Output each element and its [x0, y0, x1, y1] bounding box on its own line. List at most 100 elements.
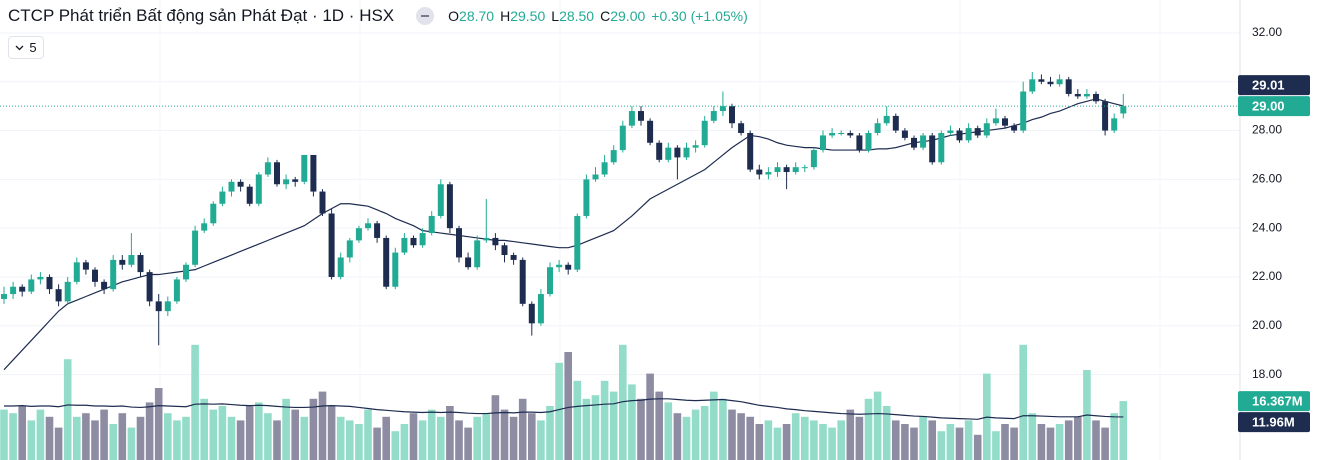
- volume-bar: [864, 398, 873, 460]
- volume-bar: [682, 416, 691, 460]
- volume-bar: [555, 362, 563, 460]
- candle-body: [92, 269, 98, 282]
- volume-bar: [455, 420, 463, 460]
- volume-bar: [418, 420, 427, 460]
- volume-bar: [901, 424, 909, 460]
- volume-bar: [0, 409, 8, 460]
- candle-body: [219, 191, 226, 204]
- candle-body: [838, 132, 845, 134]
- candle-body: [929, 135, 936, 163]
- ma-price-label-bg: [1238, 75, 1310, 96]
- legend-key: C: [600, 8, 611, 24]
- volume-bar: [264, 413, 272, 460]
- candle-body: [565, 264, 572, 270]
- volume-bar: [1028, 413, 1037, 460]
- candle-body: [483, 237, 490, 241]
- volume-bar: [691, 409, 700, 460]
- candle-body: [10, 286, 17, 295]
- candle-body: [1056, 79, 1063, 85]
- candle-body: [264, 162, 271, 175]
- candle-body: [337, 257, 344, 277]
- volume-bar: [937, 431, 946, 460]
- y-tick-label: 28.00: [1252, 123, 1282, 137]
- candle-body: [619, 125, 626, 151]
- candle-body: [765, 172, 772, 175]
- candle-body: [729, 106, 735, 124]
- volume-bar: [136, 416, 145, 460]
- volume-bar: [528, 413, 536, 460]
- volume-bar: [819, 424, 827, 460]
- volume-bar: [855, 416, 864, 460]
- candle-body: [474, 240, 481, 268]
- volume-bar: [182, 416, 190, 460]
- volume-bar: [646, 373, 654, 460]
- candle-body: [201, 223, 208, 231]
- volume-bar: [782, 424, 791, 460]
- candle-body: [328, 213, 335, 277]
- candle-body: [419, 233, 426, 246]
- volume-bar: [1119, 401, 1128, 460]
- volume-bar: [509, 416, 518, 460]
- volume-bar: [145, 402, 154, 460]
- volume-bar: [837, 420, 845, 460]
- candle-body: [82, 262, 89, 270]
- candle-body: [801, 167, 808, 169]
- volume-bar: [127, 427, 136, 460]
- candle-body: [301, 154, 308, 182]
- candle-body: [1002, 118, 1008, 126]
- legend-key: H: [500, 8, 511, 24]
- volume-bar: [9, 413, 17, 460]
- candle-body: [601, 162, 608, 175]
- candle-body: [774, 167, 781, 173]
- y-tick-label: 32.00: [1252, 25, 1282, 39]
- candle-body: [883, 115, 890, 124]
- volume-bar: [27, 420, 36, 460]
- volume-bar: [1074, 416, 1082, 460]
- candle-body: [365, 223, 371, 229]
- candle-body: [1047, 81, 1054, 85]
- volume-bar: [437, 416, 445, 460]
- volume-bar: [1046, 427, 1055, 460]
- legend-key: L: [551, 8, 560, 24]
- volume-bar: [910, 427, 918, 460]
- volume-bar: [518, 398, 527, 460]
- volume-bar: [628, 384, 636, 460]
- volume-bar: [573, 380, 582, 460]
- volume-bar: [1010, 427, 1018, 460]
- candle-body: [701, 120, 708, 146]
- close-price-label: 29.00: [1252, 99, 1285, 114]
- volume-bar: [591, 395, 600, 460]
- y-tick-label: 24.00: [1252, 220, 1282, 234]
- volume-bar: [63, 359, 72, 460]
- candle-body: [228, 181, 235, 192]
- candle-body: [119, 259, 126, 265]
- candle-body: [692, 145, 699, 148]
- volume-bar: [710, 391, 718, 460]
- candle-body: [683, 147, 690, 158]
- volume-bar: [737, 413, 745, 460]
- volume-bar: [919, 416, 927, 460]
- volume-bar: [619, 344, 627, 460]
- candle-body: [1020, 91, 1027, 131]
- candle-body: [383, 237, 390, 287]
- volume-bar: [1101, 427, 1109, 460]
- volume-bar: [18, 406, 26, 460]
- candle-body: [437, 184, 444, 216]
- candle-body: [55, 289, 62, 302]
- volume-bar: [409, 413, 418, 460]
- volume-bar: [291, 409, 299, 460]
- candle-body: [255, 174, 262, 204]
- candle-body: [410, 237, 417, 246]
- volume-bar: [200, 398, 208, 460]
- volume-label-bg: [1238, 391, 1310, 412]
- candle-body: [428, 215, 435, 234]
- toggle-button[interactable]: [416, 7, 435, 25]
- volume-bar: [482, 413, 491, 460]
- candle-body: [647, 120, 654, 143]
- candle-body: [974, 128, 981, 136]
- candle-body: [911, 137, 917, 148]
- candle-body: [310, 154, 317, 192]
- interval-select[interactable]: 5: [8, 36, 44, 59]
- volume-bar: [537, 420, 545, 460]
